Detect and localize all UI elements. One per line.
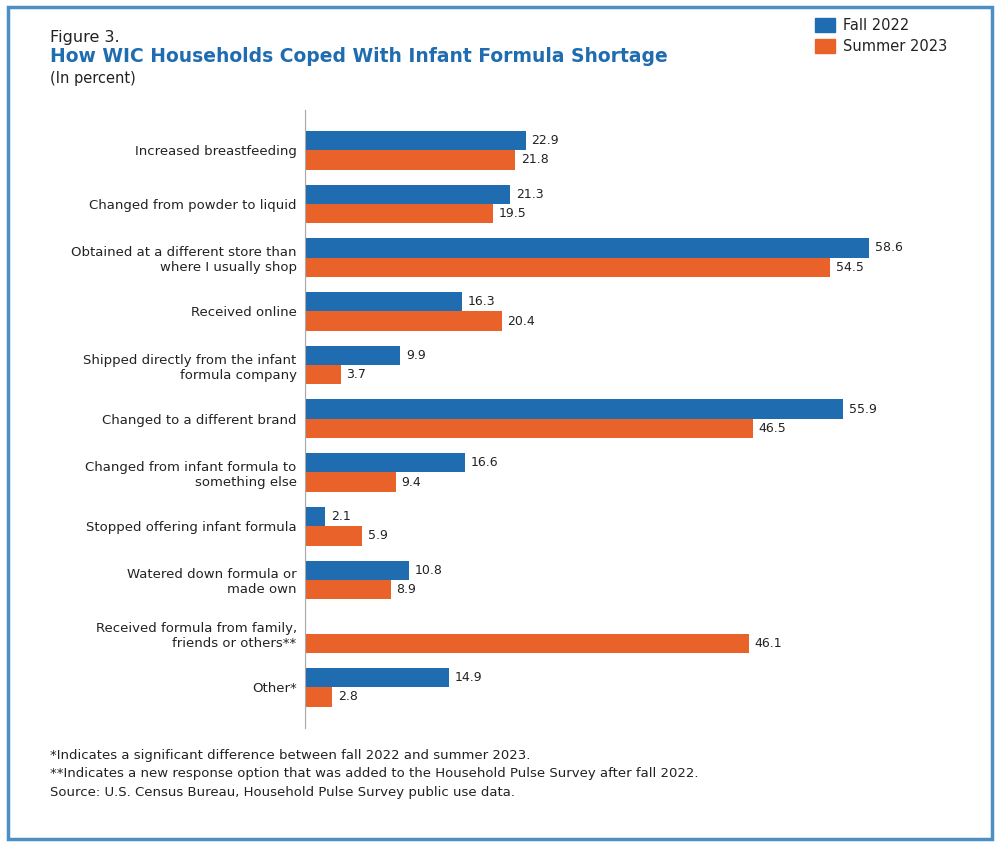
Text: 58.6: 58.6 (875, 241, 903, 255)
Bar (305, 292, 462, 311)
Bar (305, 311, 502, 331)
Text: 9.4: 9.4 (401, 475, 421, 489)
Text: 16.6: 16.6 (471, 456, 498, 470)
Text: 5.9: 5.9 (368, 530, 387, 542)
Text: 20.4: 20.4 (507, 315, 535, 327)
Legend: Fall 2022, Summer 2023: Fall 2022, Summer 2023 (809, 13, 953, 60)
Bar (305, 419, 753, 438)
Bar (305, 580, 391, 599)
Bar (305, 184, 510, 204)
Bar (305, 526, 362, 546)
Bar (305, 258, 830, 277)
Text: **Indicates a new response option that was added to the Household Pulse Survey a: **Indicates a new response option that w… (50, 767, 698, 780)
Text: (In percent): (In percent) (50, 71, 136, 86)
Text: 2.1: 2.1 (331, 510, 351, 523)
Text: 55.9: 55.9 (849, 403, 877, 415)
Text: *Indicates a significant difference between fall 2022 and summer 2023.: *Indicates a significant difference betw… (50, 749, 530, 761)
Bar (305, 668, 449, 687)
Bar (305, 472, 396, 492)
Text: 10.8: 10.8 (415, 563, 443, 577)
Text: 2.8: 2.8 (338, 690, 358, 704)
Bar (305, 507, 325, 526)
Text: 46.1: 46.1 (755, 637, 782, 650)
Text: 19.5: 19.5 (499, 207, 526, 220)
Text: 9.9: 9.9 (406, 349, 426, 362)
Text: 21.8: 21.8 (521, 153, 549, 167)
Bar (305, 131, 526, 151)
Bar (305, 239, 869, 258)
Text: 14.9: 14.9 (454, 671, 482, 684)
Bar (305, 204, 493, 223)
Bar (305, 687, 332, 706)
Text: Source: U.S. Census Bureau, Household Pulse Survey public use data.: Source: U.S. Census Bureau, Household Pu… (50, 786, 515, 799)
Text: 3.7: 3.7 (346, 368, 366, 382)
Text: Figure 3.: Figure 3. (50, 30, 120, 45)
Text: 54.5: 54.5 (836, 261, 864, 274)
Bar (305, 399, 843, 419)
Text: How WIC Households Coped With Infant Formula Shortage: How WIC Households Coped With Infant For… (50, 47, 668, 65)
Text: 8.9: 8.9 (397, 583, 416, 596)
Bar (305, 561, 409, 580)
Bar (305, 365, 341, 384)
Text: 22.9: 22.9 (531, 134, 559, 147)
Bar (305, 453, 465, 472)
Text: 46.5: 46.5 (759, 422, 786, 435)
Text: 21.3: 21.3 (516, 188, 544, 201)
Bar (305, 151, 515, 169)
Bar (305, 346, 400, 365)
Bar (305, 634, 749, 653)
Text: 16.3: 16.3 (468, 295, 495, 308)
